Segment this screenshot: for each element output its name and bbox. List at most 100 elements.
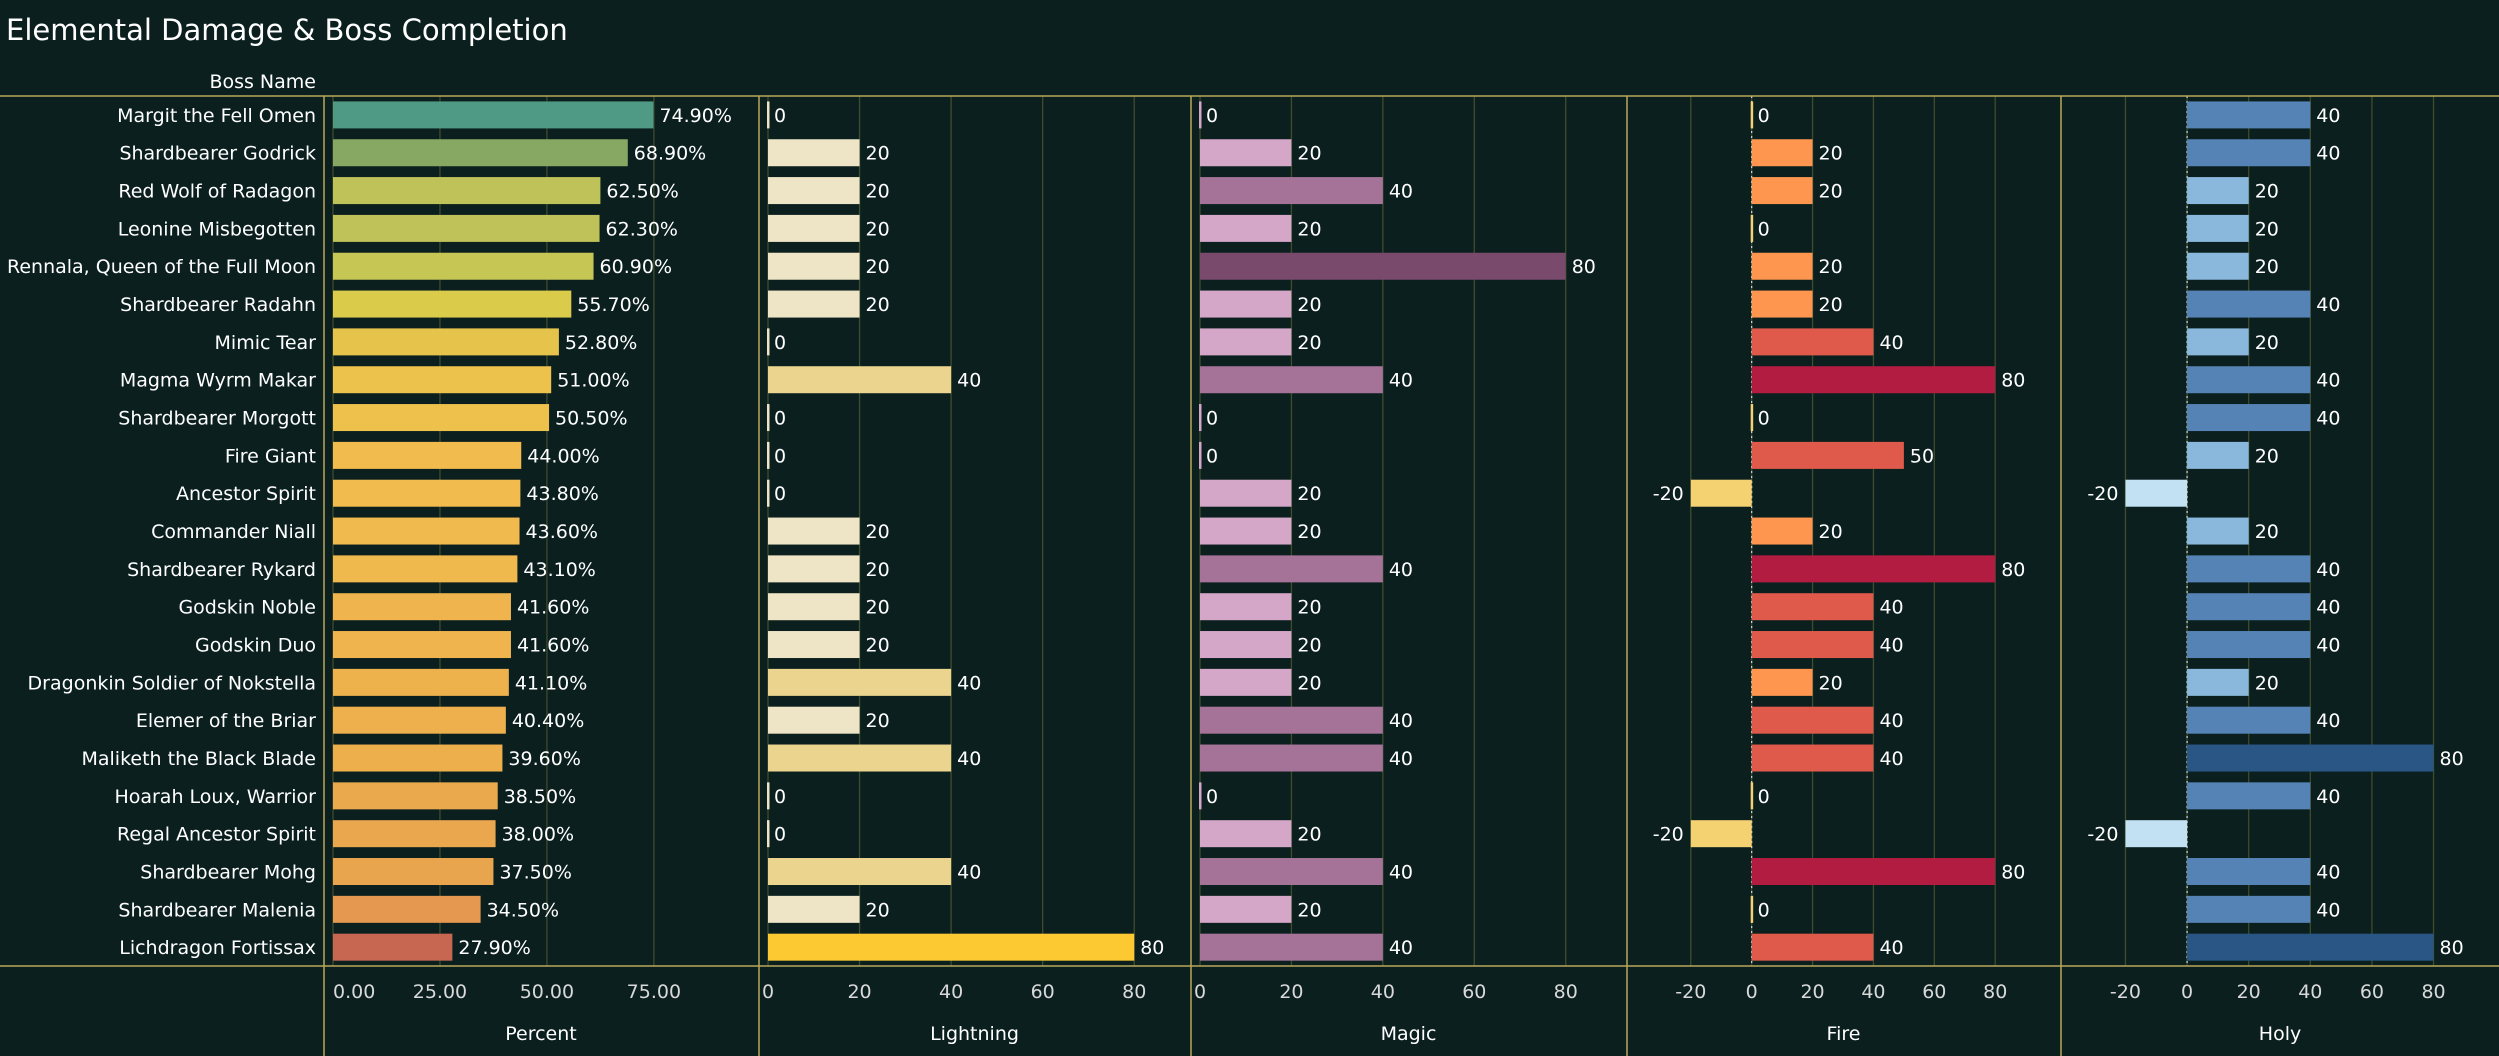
tick-label: 20 (847, 981, 871, 1003)
bar-magic (1200, 214, 1292, 242)
bar-percent (333, 290, 572, 318)
data-label: 50 (1910, 445, 1934, 467)
bar-holy (2187, 933, 2434, 961)
bar-magic (1200, 631, 1292, 659)
bar-magic (1200, 706, 1383, 734)
row-label: Magma Wyrm Makar (120, 370, 316, 392)
bar-holy (2187, 139, 2311, 167)
data-label: 0 (1206, 786, 1218, 808)
bar-fire (1751, 706, 1874, 734)
data-label: 80 (2440, 748, 2464, 770)
data-label: 50.50% (555, 408, 627, 430)
tick-label: 0 (2181, 981, 2193, 1003)
data-label: 20 (866, 521, 890, 543)
bar-lightning (768, 858, 952, 886)
data-label: 0 (1758, 218, 1770, 240)
tick-label: 60 (1922, 981, 1946, 1003)
bar-fire (1750, 404, 1754, 432)
bar-lightning (767, 479, 770, 507)
bar-holy (2187, 555, 2311, 583)
tick-label: 80 (1983, 981, 2007, 1003)
bar-percent (333, 404, 550, 432)
bar-fire (1750, 782, 1754, 810)
data-label: 20 (2255, 332, 2279, 354)
data-label: 0 (1206, 408, 1218, 430)
bar-fire (1751, 252, 1813, 280)
data-label: 80 (2001, 862, 2025, 884)
data-label: 40 (1389, 710, 1413, 732)
data-label: 40 (2316, 105, 2340, 127)
bar-percent (333, 441, 522, 469)
data-label: 20 (2255, 181, 2279, 203)
tick-label: -20 (1675, 981, 1706, 1003)
data-label: 20 (2255, 445, 2279, 467)
data-label: 20 (2255, 521, 2279, 543)
bar-fire (1750, 895, 1754, 923)
data-label: 20 (866, 710, 890, 732)
data-label: 40 (2316, 143, 2340, 165)
bar-magic (1200, 593, 1292, 621)
data-label: 20 (1297, 218, 1321, 240)
axis-label: Fire (1827, 1023, 1861, 1045)
bar-holy (2187, 668, 2249, 696)
data-label: 40 (1389, 862, 1413, 884)
bar-percent (333, 517, 520, 545)
row-label: Mimic Tear (215, 332, 317, 354)
data-label: 0 (774, 445, 786, 467)
data-label: 41.60% (517, 635, 589, 657)
tick-label: 20 (1800, 981, 1824, 1003)
bar-percent (333, 858, 494, 886)
data-label: 20 (1297, 332, 1321, 354)
bar-percent (333, 214, 600, 242)
data-label: 20 (1819, 256, 1843, 278)
bar-fire (1690, 479, 1752, 507)
tick-label: 40 (939, 981, 963, 1003)
bar-holy (2187, 214, 2249, 242)
data-label: 20 (866, 559, 890, 581)
bar-magic (1200, 555, 1383, 583)
data-label: 51.00% (557, 370, 629, 392)
data-label: 20 (866, 597, 890, 619)
bar-percent (333, 479, 521, 507)
data-label: 40 (2316, 559, 2340, 581)
bar-lightning (767, 101, 770, 129)
bar-magic (1200, 820, 1292, 848)
bar-fire (1751, 139, 1813, 167)
bar-holy (2187, 706, 2311, 734)
bar-percent (333, 139, 628, 167)
bar-holy (2187, 858, 2311, 886)
data-label: 27.90% (458, 937, 530, 959)
data-label: 40 (2316, 370, 2340, 392)
data-label: 20 (1297, 635, 1321, 657)
data-label: 20 (866, 635, 890, 657)
tick-label: 25.00 (413, 981, 467, 1003)
bar-lightning (768, 517, 860, 545)
data-label: 40 (1879, 937, 1903, 959)
data-label: 38.00% (502, 824, 574, 846)
tick-label: 60 (1031, 981, 1055, 1003)
bar-holy (2187, 328, 2249, 356)
data-label: 40 (2316, 635, 2340, 657)
data-label: 40 (2316, 862, 2340, 884)
bar-percent (333, 668, 509, 696)
bar-fire (1751, 290, 1813, 318)
bar-lightning (768, 631, 860, 659)
data-label: 40 (2316, 408, 2340, 430)
bar-percent (333, 177, 601, 205)
data-label: 20 (1297, 521, 1321, 543)
tick-label: 20 (2237, 981, 2261, 1003)
bar-fire (1751, 441, 1904, 469)
bar-magic (1200, 744, 1383, 772)
data-label: 20 (866, 256, 890, 278)
data-label: 0 (774, 824, 786, 846)
data-label: 20 (1297, 899, 1321, 921)
bar-fire (1751, 858, 1996, 886)
tick-label: 0.00 (333, 981, 375, 1003)
data-label: 20 (1819, 294, 1843, 316)
bar-lightning (768, 744, 952, 772)
data-label: 0 (1758, 899, 1770, 921)
bar-lightning (768, 252, 860, 280)
bar-holy (2187, 895, 2311, 923)
data-label: 20 (866, 899, 890, 921)
bar-magic (1200, 139, 1292, 167)
